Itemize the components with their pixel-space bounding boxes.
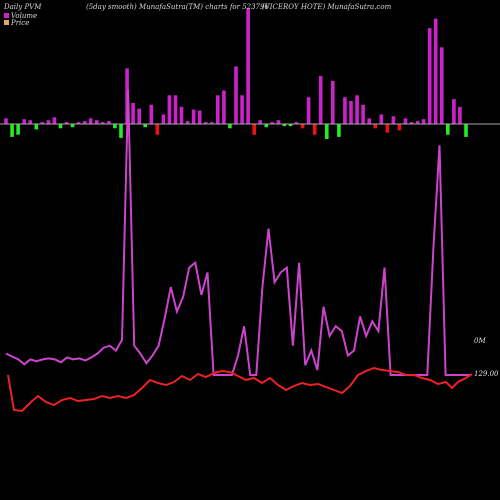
volume-bar	[252, 124, 256, 135]
volume-bar	[276, 120, 281, 124]
volume-bar	[403, 118, 408, 125]
legend-volume-label: Volume	[11, 12, 37, 20]
volume-bar	[34, 124, 39, 130]
volume-bar	[373, 124, 377, 129]
volume-bar	[191, 109, 196, 124]
volume-axis-label: 0M	[474, 337, 486, 345]
volume-bar	[113, 124, 117, 129]
volume-bar	[131, 102, 135, 124]
volume-bar	[40, 122, 45, 124]
price-axis-label: 129.00	[474, 370, 499, 378]
volume-bar	[222, 90, 226, 124]
volume-bar	[240, 95, 244, 125]
volume-bar	[325, 124, 329, 139]
volume-bar	[228, 124, 232, 129]
volume-bar	[391, 116, 396, 124]
volume-bar	[446, 124, 450, 135]
volume-bar	[119, 124, 123, 138]
chart-header-left: Daily PVM	[3, 3, 42, 11]
volume-bar	[397, 124, 402, 131]
volume-bar	[300, 124, 305, 129]
volume-bar	[385, 124, 390, 133]
volume-bar	[4, 118, 8, 125]
volume-bar	[464, 124, 468, 137]
volume-bar	[367, 118, 371, 125]
volume-line	[5, 89, 470, 376]
volume-bar	[258, 120, 262, 124]
volume-bar	[143, 124, 147, 128]
volume-bar	[288, 124, 293, 127]
volume-bar	[82, 121, 87, 124]
volume-bar	[167, 95, 172, 125]
volume-bar	[185, 121, 190, 124]
volume-bar	[107, 121, 111, 124]
volume-bar	[452, 99, 456, 124]
volume-bar	[427, 28, 432, 125]
chart-header-center: (5day smooth) MunafaSutra(TM) charts for…	[86, 3, 269, 11]
volume-bar	[421, 119, 426, 124]
volume-bar	[173, 95, 178, 125]
volume-bar	[155, 124, 160, 135]
volume-bar	[52, 117, 57, 124]
volume-bar	[149, 104, 154, 124]
volume-bar	[306, 97, 311, 124]
volume-bar	[361, 104, 365, 124]
volume-bar	[343, 97, 347, 124]
volume-bar	[22, 119, 26, 124]
volume-bar	[294, 122, 299, 124]
volume-bars	[4, 9, 468, 139]
volume-bar	[234, 66, 238, 124]
volume-bar	[76, 122, 81, 124]
volume-bar	[64, 122, 69, 124]
volume-bar	[282, 124, 287, 127]
chart-header-right: (VICEROY HOTE) MunafaSutra.com	[262, 3, 392, 11]
volume-bar	[203, 122, 208, 124]
chart-lines	[5, 89, 473, 413]
volume-bar	[10, 124, 14, 137]
volume-bar	[137, 108, 141, 124]
volume-bar	[458, 106, 462, 125]
volume-bar	[246, 9, 250, 124]
volume-bar	[337, 124, 341, 137]
volume-bar	[270, 122, 275, 124]
price-line	[7, 366, 473, 413]
volume-bar	[197, 110, 202, 124]
volume-bar	[161, 114, 166, 124]
legend-price-swatch	[4, 20, 9, 25]
volume-bar	[70, 124, 75, 128]
volume-bar	[216, 95, 220, 125]
volume-bar	[101, 122, 105, 124]
volume-bar	[440, 47, 444, 124]
volume-bar	[88, 118, 93, 125]
volume-bar	[379, 114, 384, 124]
volume-bar	[415, 121, 420, 124]
volume-bar	[355, 95, 359, 125]
volume-bar	[264, 124, 269, 128]
volume-bar	[58, 124, 63, 129]
volume-bar	[210, 122, 214, 124]
legend-volume-swatch	[4, 13, 9, 18]
volume-bar	[95, 120, 99, 124]
volume-bar	[331, 80, 335, 124]
volume-bar	[409, 122, 414, 124]
volume-bar	[312, 124, 317, 135]
volume-bar	[433, 18, 438, 125]
volume-bar	[16, 124, 20, 135]
volume-bar	[179, 106, 184, 125]
volume-bar	[46, 120, 51, 124]
volume-bar	[28, 120, 32, 124]
volume-bar	[349, 101, 353, 124]
legend-price-label: Price	[10, 19, 29, 27]
volume-bar	[318, 76, 323, 124]
